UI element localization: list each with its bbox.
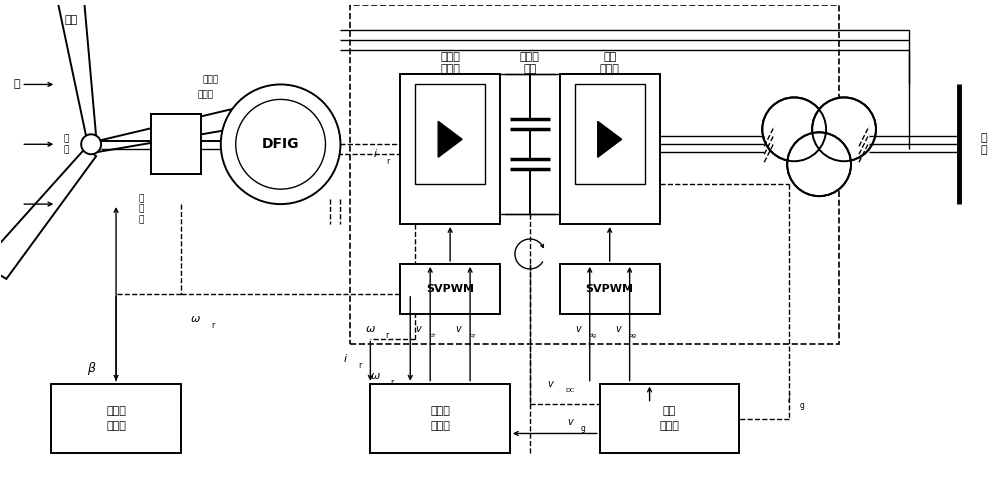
Circle shape (812, 98, 876, 161)
Text: DC: DC (565, 388, 574, 393)
Text: v: v (567, 416, 573, 427)
Bar (600, 384, 739, 453)
Text: 变流器: 变流器 (600, 64, 620, 75)
Bar (350, 5, 839, 344)
Circle shape (221, 84, 340, 204)
Text: dg: dg (589, 333, 597, 338)
Text: v: v (547, 379, 553, 388)
Text: 齿轮箱: 齿轮箱 (198, 90, 214, 99)
Text: 叶片: 叶片 (65, 15, 78, 24)
Bar (560, 75, 660, 224)
Bar (400, 75, 500, 224)
Text: v: v (615, 324, 621, 334)
Text: SVPWM: SVPWM (426, 284, 474, 294)
Text: 低
速
轴: 低 速 轴 (138, 194, 144, 224)
Text: ω: ω (366, 324, 375, 334)
Bar (415, 84, 485, 184)
Text: ω: ω (371, 370, 380, 381)
Circle shape (787, 132, 851, 196)
Bar (560, 264, 660, 314)
Text: β: β (87, 362, 95, 375)
Polygon shape (56, 0, 96, 136)
Polygon shape (438, 122, 462, 157)
Text: r: r (387, 157, 390, 166)
Text: 控制器: 控制器 (660, 422, 679, 431)
Text: 电容: 电容 (523, 64, 537, 75)
Text: i: i (344, 354, 347, 364)
Text: r: r (211, 321, 214, 330)
Text: v: v (575, 324, 581, 334)
Text: qg: qg (629, 333, 637, 338)
Bar (370, 384, 510, 453)
Polygon shape (0, 147, 96, 279)
Text: 高速轴: 高速轴 (203, 75, 219, 84)
Text: ω: ω (191, 314, 201, 324)
Text: 控制器: 控制器 (106, 422, 126, 431)
Bar (400, 264, 500, 314)
Text: 直流侧: 直流侧 (520, 52, 540, 61)
Text: 网侧: 网侧 (663, 406, 676, 416)
Text: g: g (580, 424, 585, 433)
Text: r: r (358, 361, 361, 370)
Text: 轮
毂: 轮 毂 (64, 135, 69, 154)
Bar (575, 84, 645, 184)
Bar (51, 384, 181, 453)
Text: g: g (800, 401, 805, 410)
Text: i: i (374, 149, 377, 159)
Text: 转子侧: 转子侧 (430, 406, 450, 416)
Text: 变流器: 变流器 (440, 64, 460, 75)
Circle shape (81, 134, 101, 154)
Text: DFIG: DFIG (262, 137, 299, 151)
Text: 风: 风 (13, 80, 20, 89)
Text: 控制器: 控制器 (430, 422, 450, 431)
Text: dr: dr (430, 333, 436, 338)
Text: v: v (455, 324, 461, 334)
Polygon shape (598, 122, 622, 157)
Text: 桨距角: 桨距角 (106, 406, 126, 416)
Text: SVPWM: SVPWM (586, 284, 634, 294)
Text: qr: qr (470, 333, 476, 338)
Text: 网侧: 网侧 (603, 52, 616, 61)
Text: 转子侧: 转子侧 (440, 52, 460, 61)
Polygon shape (96, 109, 231, 152)
Text: 电
网: 电 网 (980, 134, 987, 155)
Circle shape (762, 98, 826, 161)
Bar (151, 114, 201, 174)
Text: i: i (788, 393, 791, 404)
Text: r: r (386, 331, 389, 340)
Text: v: v (415, 324, 421, 334)
Text: r: r (391, 378, 394, 387)
